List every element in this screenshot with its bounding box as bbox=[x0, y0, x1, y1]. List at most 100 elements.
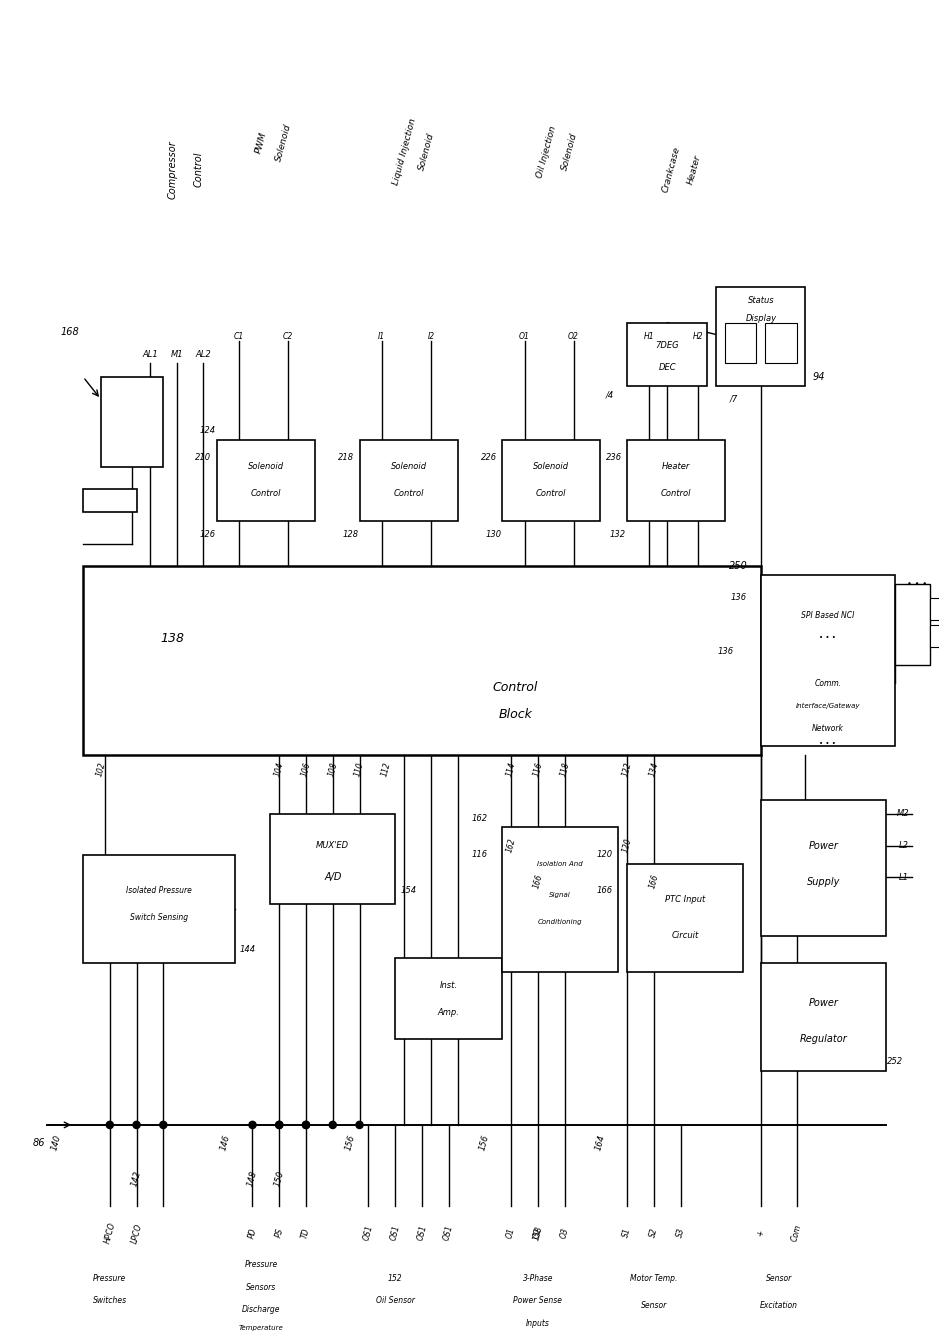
Text: Oil Injection: Oil Injection bbox=[535, 124, 558, 179]
Bar bbox=[360, 441, 458, 521]
Text: M2: M2 bbox=[897, 809, 910, 818]
Text: Solenoid: Solenoid bbox=[274, 123, 293, 163]
Text: Excitation: Excitation bbox=[759, 1300, 798, 1310]
Text: Solenoid: Solenoid bbox=[417, 132, 436, 171]
Text: Control: Control bbox=[536, 490, 566, 498]
Text: 136: 136 bbox=[717, 647, 733, 657]
Text: Control: Control bbox=[394, 490, 424, 498]
Text: Sensor: Sensor bbox=[766, 1274, 792, 1283]
Text: /4: /4 bbox=[605, 390, 613, 399]
Text: Heater: Heater bbox=[662, 462, 690, 471]
Text: I1: I1 bbox=[379, 332, 385, 340]
Text: 236: 236 bbox=[606, 454, 622, 462]
Circle shape bbox=[302, 1121, 310, 1128]
Text: 3-Phase: 3-Phase bbox=[523, 1274, 553, 1283]
Text: • • •: • • • bbox=[820, 741, 836, 748]
Text: Regulator: Regulator bbox=[800, 1035, 847, 1044]
Text: 162: 162 bbox=[472, 814, 488, 822]
Text: 166: 166 bbox=[531, 873, 544, 890]
Text: +: + bbox=[755, 1228, 766, 1238]
Text: C2: C2 bbox=[283, 332, 293, 340]
Text: L2: L2 bbox=[899, 841, 908, 850]
Text: Discharge: Discharge bbox=[242, 1306, 281, 1314]
Text: Sensor: Sensor bbox=[641, 1300, 667, 1310]
Text: 164: 164 bbox=[593, 1133, 607, 1152]
Text: 7DEG: 7DEG bbox=[656, 340, 679, 350]
Bar bbox=[931, 598, 942, 621]
Text: 252: 252 bbox=[886, 1057, 902, 1067]
Text: Interface/Gateway: Interface/Gateway bbox=[795, 702, 860, 709]
Circle shape bbox=[249, 1121, 256, 1128]
Text: 136: 136 bbox=[730, 593, 747, 602]
Text: LPCO: LPCO bbox=[130, 1222, 143, 1244]
Text: OS1: OS1 bbox=[443, 1224, 455, 1242]
Text: 116: 116 bbox=[531, 761, 544, 777]
Text: MUX'ED: MUX'ED bbox=[317, 841, 349, 850]
Circle shape bbox=[133, 1121, 140, 1128]
Text: Oil Sensor: Oil Sensor bbox=[376, 1296, 414, 1306]
Text: AL1: AL1 bbox=[142, 350, 158, 359]
Text: 120: 120 bbox=[621, 837, 633, 854]
Text: 146: 146 bbox=[219, 1133, 232, 1152]
Text: Switch Sensing: Switch Sensing bbox=[130, 913, 187, 922]
Text: Com: Com bbox=[790, 1223, 804, 1243]
Text: Sensors: Sensors bbox=[246, 1283, 277, 1292]
Text: O3: O3 bbox=[559, 1227, 571, 1239]
Text: Temperature: Temperature bbox=[239, 1324, 284, 1331]
Bar bbox=[765, 323, 797, 363]
Text: 120: 120 bbox=[596, 850, 613, 858]
Text: 166: 166 bbox=[647, 873, 660, 890]
Bar bbox=[502, 441, 600, 521]
Text: 124: 124 bbox=[200, 426, 216, 435]
Text: 94: 94 bbox=[813, 372, 825, 382]
Text: Inst.: Inst. bbox=[440, 981, 458, 989]
Text: Network: Network bbox=[812, 724, 844, 733]
Text: /7: /7 bbox=[730, 395, 739, 405]
Text: 126: 126 bbox=[200, 530, 216, 539]
Circle shape bbox=[356, 1121, 363, 1128]
Text: 86: 86 bbox=[32, 1137, 44, 1148]
Text: Conditioning: Conditioning bbox=[538, 918, 582, 925]
Text: 114: 114 bbox=[505, 761, 517, 777]
Text: Block: Block bbox=[498, 709, 532, 721]
Text: Comm.: Comm. bbox=[814, 678, 841, 688]
Text: PWM: PWM bbox=[254, 131, 268, 155]
Text: C1: C1 bbox=[234, 332, 244, 340]
Text: Pressure: Pressure bbox=[93, 1274, 126, 1283]
Text: 156: 156 bbox=[344, 1133, 357, 1152]
Text: PD: PD bbox=[247, 1227, 258, 1239]
Bar bbox=[270, 814, 396, 904]
Text: OS1: OS1 bbox=[389, 1224, 401, 1242]
Text: Solenoid: Solenoid bbox=[391, 462, 427, 471]
Text: 144: 144 bbox=[240, 945, 256, 953]
Text: 250: 250 bbox=[729, 561, 748, 571]
Text: Status: Status bbox=[748, 296, 774, 304]
Bar bbox=[83, 490, 137, 513]
Text: 226: 226 bbox=[480, 454, 496, 462]
Text: 110: 110 bbox=[353, 761, 365, 777]
Bar bbox=[761, 575, 895, 746]
Text: I2: I2 bbox=[428, 332, 434, 340]
Text: Solenoid: Solenoid bbox=[560, 132, 578, 171]
Text: 102: 102 bbox=[94, 761, 107, 777]
Text: Signal: Signal bbox=[549, 892, 571, 898]
Text: 158: 158 bbox=[531, 1224, 544, 1242]
Text: 118: 118 bbox=[559, 761, 571, 777]
Text: • • •: • • • bbox=[820, 635, 836, 641]
Text: TD: TD bbox=[300, 1227, 312, 1239]
Text: 134: 134 bbox=[647, 761, 660, 777]
Text: PTC Input: PTC Input bbox=[665, 894, 706, 904]
Text: HPCO: HPCO bbox=[103, 1222, 117, 1244]
Text: 132: 132 bbox=[610, 530, 626, 539]
Bar bbox=[83, 854, 235, 963]
Text: • • •: • • • bbox=[907, 579, 927, 589]
Text: H1: H1 bbox=[644, 332, 655, 340]
Text: O2: O2 bbox=[568, 332, 579, 340]
Circle shape bbox=[276, 1121, 283, 1128]
Bar bbox=[931, 625, 942, 647]
Text: O2: O2 bbox=[532, 1227, 544, 1239]
Circle shape bbox=[106, 1121, 113, 1128]
Text: 140: 140 bbox=[50, 1133, 63, 1152]
Text: DEC: DEC bbox=[658, 363, 676, 372]
Text: Solenoid: Solenoid bbox=[533, 462, 569, 471]
